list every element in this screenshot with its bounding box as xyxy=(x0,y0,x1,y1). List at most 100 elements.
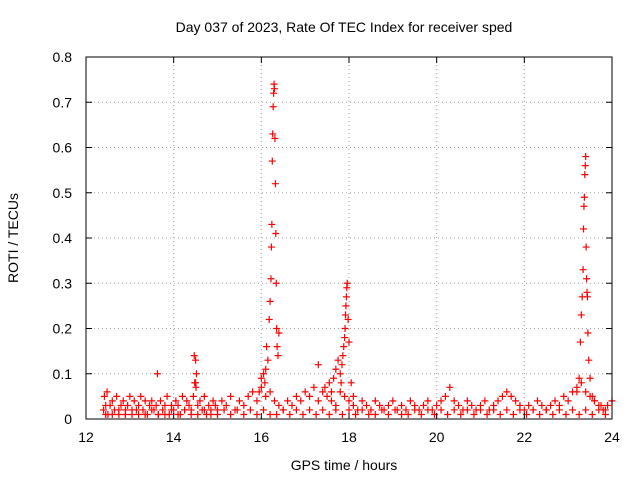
data-point xyxy=(240,410,248,418)
data-point xyxy=(220,406,228,414)
data-point xyxy=(332,365,340,373)
data-point xyxy=(444,410,452,418)
data-point xyxy=(343,279,351,287)
data-point xyxy=(146,401,154,409)
data-point xyxy=(257,374,265,382)
data-point xyxy=(349,392,357,400)
data-point xyxy=(183,397,191,405)
data-point xyxy=(207,410,215,418)
data-point xyxy=(249,388,257,396)
data-point xyxy=(325,379,333,387)
data-point xyxy=(196,397,204,405)
data-point xyxy=(384,401,392,409)
data-point xyxy=(102,410,110,418)
data-point xyxy=(205,401,213,409)
data-point xyxy=(167,406,175,414)
data-point xyxy=(549,410,557,418)
data-point xyxy=(246,406,254,414)
data-point xyxy=(321,383,329,391)
data-point xyxy=(121,410,129,418)
data-point xyxy=(284,397,292,405)
data-point xyxy=(192,383,200,391)
y-tick-label: 0.3 xyxy=(53,275,73,291)
data-point xyxy=(590,397,598,405)
data-point xyxy=(588,410,596,418)
data-point xyxy=(222,401,230,409)
data-point xyxy=(312,410,320,418)
data-point xyxy=(417,410,425,418)
data-point xyxy=(323,392,331,400)
data-point xyxy=(595,406,603,414)
data-point xyxy=(411,406,419,414)
data-point xyxy=(174,410,182,418)
data-point xyxy=(262,365,270,373)
data-point xyxy=(163,392,171,400)
data-point xyxy=(345,338,353,346)
data-point xyxy=(319,388,327,396)
data-point xyxy=(255,388,263,396)
data-point xyxy=(189,392,197,400)
data-point xyxy=(342,293,350,301)
data-point xyxy=(218,397,226,405)
data-point xyxy=(529,406,537,414)
data-point xyxy=(581,162,589,170)
data-point xyxy=(349,401,357,409)
data-point xyxy=(575,374,583,382)
data-point xyxy=(336,370,344,378)
data-point xyxy=(470,410,478,418)
data-point xyxy=(424,397,432,405)
data-point xyxy=(273,325,281,332)
data-point xyxy=(507,392,515,400)
data-point xyxy=(271,134,279,142)
data-point xyxy=(159,406,167,414)
data-point xyxy=(301,388,309,396)
data-point xyxy=(292,392,300,400)
data-point xyxy=(115,406,123,414)
data-point xyxy=(209,397,217,405)
data-point xyxy=(490,406,498,414)
data-point xyxy=(341,311,349,319)
data-point xyxy=(404,410,412,418)
data-point xyxy=(345,397,353,405)
data-point xyxy=(119,397,127,405)
data-point xyxy=(227,410,235,418)
data-point xyxy=(191,379,199,387)
data-point xyxy=(536,410,544,418)
data-point xyxy=(457,410,465,418)
data-point xyxy=(330,374,338,382)
data-point xyxy=(337,379,345,387)
data-point xyxy=(194,401,202,409)
data-point xyxy=(100,406,108,414)
data-point xyxy=(391,406,399,414)
data-point xyxy=(583,293,591,301)
data-point xyxy=(555,406,563,414)
data-point xyxy=(233,406,241,414)
data-point xyxy=(266,388,274,396)
data-point xyxy=(267,243,275,251)
data-point xyxy=(185,401,193,409)
data-point xyxy=(494,397,502,405)
data-point xyxy=(306,406,314,414)
data-point xyxy=(240,401,248,409)
chart-title: Day 037 of 2023, Rate Of TEC Index for r… xyxy=(176,19,513,35)
data-point xyxy=(378,406,386,414)
data-point xyxy=(227,392,235,400)
y-tick-label: 0.1 xyxy=(53,366,73,382)
data-point xyxy=(214,410,221,418)
data-point xyxy=(314,361,322,369)
data-point xyxy=(446,383,454,391)
data-point xyxy=(141,410,149,418)
data-point xyxy=(398,401,406,409)
data-point xyxy=(582,406,590,414)
data-point xyxy=(194,410,202,418)
data-point xyxy=(152,401,160,409)
data-point xyxy=(580,193,588,201)
data-point xyxy=(267,275,275,283)
x-tick-label: 14 xyxy=(166,429,182,445)
data-point xyxy=(244,392,252,400)
data-point xyxy=(271,180,279,188)
data-point xyxy=(468,401,476,409)
x-tick-label: 20 xyxy=(429,429,445,445)
data-point xyxy=(325,410,333,418)
data-point xyxy=(148,397,156,405)
